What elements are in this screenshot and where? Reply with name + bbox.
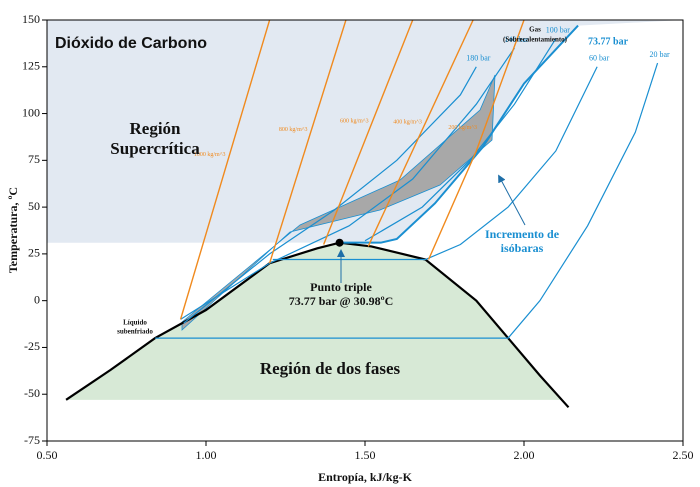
y-tick-label: 150	[22, 12, 40, 26]
isochore-line	[323, 20, 414, 245]
x-tick-label: 2.00	[514, 448, 535, 462]
annotation: subenfriado	[117, 328, 153, 336]
y-tick-label: 100	[22, 105, 40, 119]
two-phase-region	[66, 242, 562, 400]
isochore-line	[367, 20, 474, 247]
isobar-line	[155, 62, 659, 339]
x-tick-label: 1.50	[355, 448, 376, 462]
series-label: 800 kg/m^3	[279, 127, 308, 133]
x-tick-label: 0.50	[37, 448, 58, 462]
annotation: 73.77 bar @ 30.98ºC	[289, 294, 394, 308]
y-axis-label: Temperatura, ºC	[6, 187, 20, 273]
y-tick-label: 0	[34, 292, 40, 306]
series-label: 1000 kg/m^3	[194, 152, 226, 158]
y-tick-label: 125	[22, 59, 40, 73]
annotation: Gas	[529, 26, 541, 34]
lines	[65, 20, 659, 409]
annotation: isóbaras	[501, 241, 544, 255]
annotation: Líquido	[123, 319, 147, 327]
y-tick-label: -25	[24, 339, 40, 353]
annotation: (Sobrecalentamiento)	[503, 36, 568, 44]
annotation: Incremento de	[485, 227, 560, 241]
isobar-line	[364, 38, 557, 242]
supercritical-region	[47, 20, 683, 243]
y-tick-label: -50	[24, 386, 40, 400]
series-label: 140 bar	[504, 35, 529, 44]
region-label: Supercrítica	[110, 139, 200, 158]
series-label: 600 kg/m^3	[340, 118, 369, 124]
series-label: 100 bar	[546, 26, 571, 35]
pseudo-critical-band	[181, 74, 496, 331]
series-label: 200 kg/m^3	[448, 125, 477, 131]
region-label: Región	[130, 119, 182, 138]
series-label: 73.77 bar	[588, 36, 629, 47]
isobar-line	[272, 66, 598, 261]
labels: 0.50 1.00 1.50 2.00 2.50 -75 -50 -25 0 25 50 75 100 1…	[22, 12, 694, 462]
isobar-line	[180, 47, 515, 320]
x-tick-label: 2.50	[673, 448, 694, 462]
critical-point	[335, 238, 344, 247]
isobar-line	[339, 24, 579, 244]
isochore-line	[179, 20, 271, 320]
x-axis-label: Entropía, kJ/kg-K	[318, 470, 412, 484]
y-tick-label: 25	[28, 246, 40, 260]
series-label: 20 bar	[649, 50, 670, 59]
chart-title: Dióxido de Carbono	[55, 35, 207, 52]
y-tick-label: 50	[28, 199, 40, 213]
region-label: Región de dos fases	[260, 359, 401, 378]
regions	[47, 20, 683, 400]
isobar-line	[183, 66, 477, 324]
series-label: 400 kg/m^3	[393, 119, 422, 125]
y-tick-label: -75	[24, 433, 40, 447]
x-tick-label: 1.00	[196, 448, 217, 462]
series-label: 180 bar	[466, 54, 491, 63]
y-tick-label: 75	[28, 152, 40, 166]
isochore-line	[427, 20, 525, 260]
isochore-line	[268, 20, 347, 264]
annotation: Punto triple	[310, 280, 372, 294]
arrow	[498, 174, 526, 226]
series-label: 60 bar	[589, 54, 610, 63]
